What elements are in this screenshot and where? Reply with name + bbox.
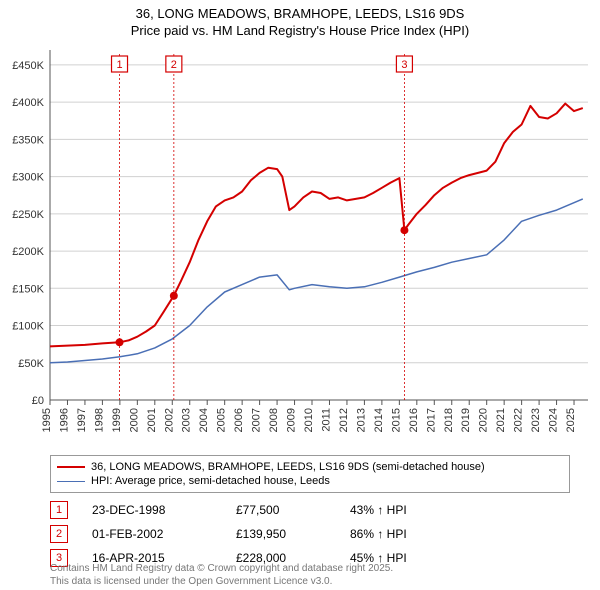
svg-text:2007: 2007	[251, 408, 263, 432]
svg-text:2023: 2023	[530, 408, 542, 432]
svg-text:1997: 1997	[76, 408, 88, 432]
svg-text:£200K: £200K	[12, 246, 44, 258]
sale-date: 23-DEC-1998	[92, 503, 212, 517]
legend-row: 36, LONG MEADOWS, BRAMHOPE, LEEDS, LS16 …	[57, 460, 563, 474]
footer-line2: This data is licensed under the Open Gov…	[50, 575, 570, 588]
sale-hpi: 43% ↑ HPI	[350, 503, 407, 517]
sales-table: 1 23-DEC-1998 £77,500 43% ↑ HPI 2 01-FEB-2002…	[50, 498, 570, 570]
svg-text:£50K: £50K	[18, 358, 44, 370]
svg-text:2009: 2009	[286, 408, 298, 432]
footer-line1: Contains HM Land Registry data © Crown c…	[50, 562, 570, 575]
svg-text:2020: 2020	[478, 408, 490, 432]
svg-text:2002: 2002	[163, 408, 175, 432]
legend-label: HPI: Average price, semi-detached house,…	[91, 475, 330, 487]
svg-text:2015: 2015	[390, 408, 402, 432]
footer: Contains HM Land Registry data © Crown c…	[50, 562, 570, 588]
legend: 36, LONG MEADOWS, BRAMHOPE, LEEDS, LS16 …	[50, 455, 570, 493]
svg-text:£100K: £100K	[12, 321, 44, 333]
svg-text:2003: 2003	[181, 408, 193, 432]
svg-text:2004: 2004	[198, 408, 210, 432]
svg-text:2022: 2022	[513, 408, 525, 432]
legend-swatch	[57, 481, 85, 482]
svg-text:£350K: £350K	[12, 134, 44, 146]
svg-text:1998: 1998	[93, 408, 105, 432]
svg-text:2025: 2025	[565, 408, 577, 432]
sale-hpi: 86% ↑ HPI	[350, 527, 407, 541]
svg-text:2017: 2017	[425, 408, 437, 432]
svg-text:2008: 2008	[268, 408, 280, 432]
sale-price: £77,500	[236, 503, 326, 517]
sale-marker-box: 1	[50, 501, 68, 519]
svg-text:1: 1	[116, 59, 122, 71]
svg-text:1996: 1996	[58, 408, 70, 432]
svg-text:£250K: £250K	[12, 209, 44, 221]
svg-text:£450K: £450K	[12, 60, 44, 72]
legend-label: 36, LONG MEADOWS, BRAMHOPE, LEEDS, LS16 …	[91, 461, 485, 473]
svg-text:£0: £0	[32, 395, 44, 407]
sale-date: 01-FEB-2002	[92, 527, 212, 541]
svg-text:2011: 2011	[320, 408, 332, 432]
svg-text:2001: 2001	[146, 408, 158, 432]
page: 36, LONG MEADOWS, BRAMHOPE, LEEDS, LS16 …	[0, 0, 600, 590]
svg-text:2: 2	[171, 59, 177, 71]
sale-marker-box: 2	[50, 525, 68, 543]
svg-text:2024: 2024	[548, 408, 560, 432]
svg-text:1995: 1995	[41, 408, 53, 432]
sale-price: £139,950	[236, 527, 326, 541]
svg-text:2006: 2006	[233, 408, 245, 432]
svg-text:2021: 2021	[495, 408, 507, 432]
title-line1: 36, LONG MEADOWS, BRAMHOPE, LEEDS, LS16 …	[0, 6, 600, 23]
sale-row: 2 01-FEB-2002 £139,950 86% ↑ HPI	[50, 522, 570, 546]
svg-text:2016: 2016	[408, 408, 420, 432]
svg-text:2000: 2000	[128, 408, 140, 432]
svg-text:£300K: £300K	[12, 172, 44, 184]
chart-title: 36, LONG MEADOWS, BRAMHOPE, LEEDS, LS16 …	[0, 0, 600, 40]
chart-svg: £0 £50K £100K £150K £200K £250K £300K £350K £400…	[0, 42, 600, 452]
chart-area: £0 £50K £100K £150K £200K £250K £300K £350K £400…	[0, 42, 600, 452]
svg-text:£400K: £400K	[12, 97, 44, 109]
svg-text:3: 3	[401, 59, 407, 71]
svg-text:2019: 2019	[460, 408, 472, 432]
legend-swatch	[57, 466, 85, 468]
svg-text:2013: 2013	[355, 408, 367, 432]
legend-row: HPI: Average price, semi-detached house,…	[57, 474, 563, 488]
title-line2: Price paid vs. HM Land Registry's House …	[0, 23, 600, 40]
svg-text:1999: 1999	[111, 408, 123, 432]
svg-text:2014: 2014	[373, 408, 385, 432]
svg-text:2018: 2018	[443, 408, 455, 432]
svg-text:2005: 2005	[216, 408, 228, 432]
sale-row: 1 23-DEC-1998 £77,500 43% ↑ HPI	[50, 498, 570, 522]
svg-text:2012: 2012	[338, 408, 350, 432]
svg-text:2010: 2010	[303, 408, 315, 432]
svg-text:£150K: £150K	[12, 283, 44, 295]
